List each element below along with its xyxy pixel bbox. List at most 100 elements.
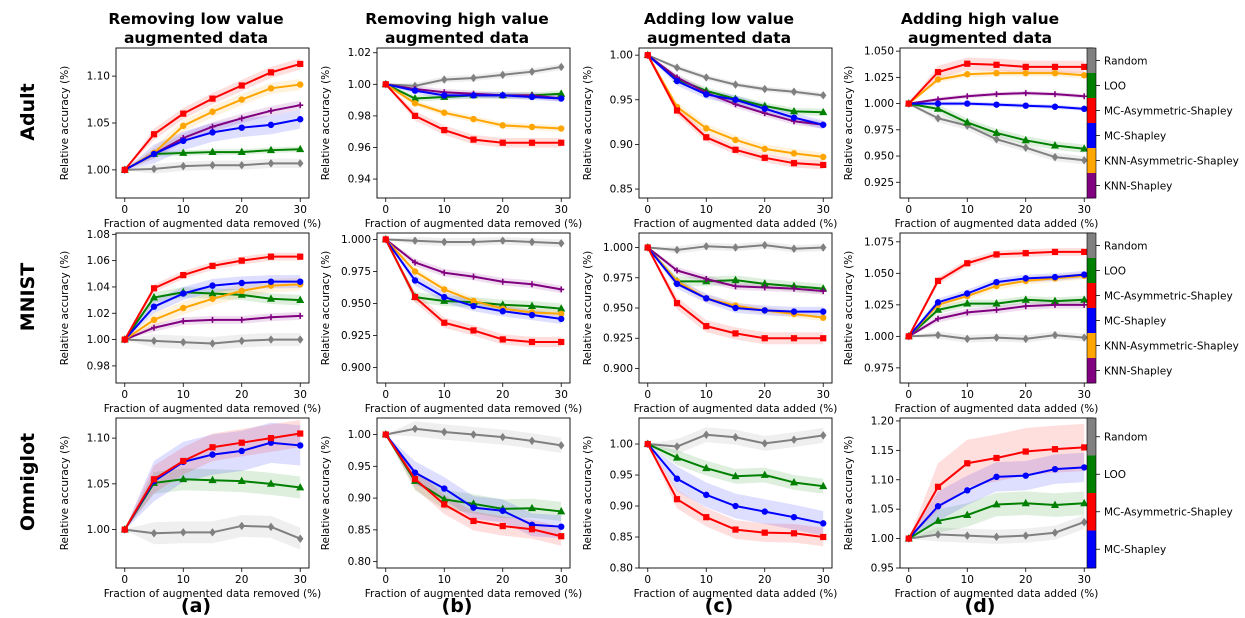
y-axis-label: Relative accuracy (%) — [582, 66, 594, 181]
y-tick-label: 1.06 — [87, 255, 111, 267]
data-point — [644, 244, 651, 251]
data-point — [992, 299, 1001, 307]
axes-frame — [376, 47, 571, 199]
series-random — [644, 50, 827, 100]
data-point — [528, 123, 536, 131]
data-point — [382, 81, 389, 88]
plot-area — [643, 427, 828, 547]
y-tick-label: 1.050 — [864, 268, 894, 280]
band-loo — [647, 443, 824, 494]
data-point — [1080, 144, 1089, 152]
x-tick-label: 20 — [1019, 389, 1032, 401]
legend-label-knn-asymmetric-shapley: KNN-Asymmetric-Shapley — [1104, 340, 1239, 352]
y-tick-label: 0.95 — [610, 470, 633, 482]
data-point — [1022, 334, 1029, 344]
data-point — [1051, 465, 1059, 473]
data-point — [790, 160, 798, 167]
data-point — [1081, 63, 1088, 70]
data-point — [963, 299, 972, 307]
titles-layer: Removing low value augmented data Removi… — [17, 10, 1059, 617]
x-tick-label: 30 — [817, 204, 830, 216]
data-point — [441, 485, 448, 492]
series-random — [382, 424, 565, 450]
data-point — [934, 100, 942, 107]
y-tick-label: 0.80 — [348, 556, 371, 568]
data-point — [470, 73, 477, 83]
data-point — [964, 60, 971, 67]
legend-row-2: Random LOO MC-Asymmetric-Shapley MC-Shapley… — [1086, 232, 1239, 384]
y-axis-label: Relative accuracy (%) — [843, 251, 855, 366]
data-point — [820, 533, 827, 541]
series-mc-asymmetric-shapley — [644, 52, 827, 169]
data-point — [964, 100, 971, 107]
data-point — [964, 71, 971, 78]
x-tick-label: 20 — [1019, 574, 1032, 586]
data-point — [296, 335, 304, 344]
data-point — [209, 129, 216, 136]
data-point — [180, 337, 187, 347]
data-point — [993, 333, 1000, 342]
y-tick-label: 0.90 — [610, 139, 633, 151]
subplot-r2-c4: 0 10 20 30 0.975 1.000 1.025 1.050 1.075 Fraction… — [843, 232, 1098, 415]
y-tick-label: 1.00 — [871, 533, 894, 545]
data-point — [557, 441, 565, 450]
data-point — [558, 310, 565, 317]
x-tick-label: 30 — [817, 574, 830, 586]
subplot-r1-c1: 0 10 20 30 1.00 1.05 1.10 Fraction of augmented… — [59, 47, 321, 230]
data-point — [267, 69, 275, 76]
x-tick-label: 30 — [817, 389, 830, 401]
legend-frame — [1086, 47, 1097, 199]
data-point — [209, 262, 216, 269]
data-point — [208, 475, 217, 484]
data-point — [209, 451, 216, 458]
legends-layer: Random LOO MC-Asymmetric-Shapley MC-Shapley… — [1086, 47, 1239, 569]
x-tick-label: 30 — [1078, 389, 1091, 401]
data-point — [470, 517, 477, 525]
x-tick-label: 20 — [758, 389, 771, 401]
data-point — [1021, 498, 1030, 507]
x-tick-label: 0 — [382, 204, 389, 216]
data-point — [820, 335, 827, 342]
data-point — [499, 139, 506, 146]
data-point — [732, 330, 739, 337]
data-point — [441, 269, 448, 276]
y-tick-label: 0.975 — [603, 272, 633, 284]
band-mc-shapley — [647, 443, 824, 536]
data-point — [121, 166, 128, 173]
data-point — [935, 315, 942, 322]
x-tick-label: 0 — [644, 204, 651, 216]
data-point — [1081, 93, 1088, 100]
data-point — [267, 107, 274, 114]
data-point — [150, 336, 158, 346]
data-point — [209, 316, 216, 323]
y-axis-label: Relative accuracy (%) — [843, 66, 855, 181]
legend-swatch-mc-asymmetric-shapley — [1087, 283, 1096, 309]
band-knn-asymmetric-shapley — [908, 70, 1085, 105]
series-random — [121, 335, 304, 348]
data-point — [993, 69, 1000, 77]
data-point — [296, 159, 304, 168]
data-point — [528, 281, 535, 288]
data-point — [820, 314, 827, 321]
legend-swatch-mc-shapley — [1087, 530, 1096, 569]
data-point — [993, 473, 1000, 481]
y-tick-label: 0.950 — [603, 303, 633, 315]
data-point — [1051, 91, 1058, 98]
data-point — [297, 430, 304, 437]
data-point — [411, 112, 419, 119]
band-loo — [124, 146, 301, 171]
data-point — [180, 457, 187, 465]
series-mc-shapley — [121, 278, 304, 343]
y-tick-label: 1.000 — [341, 234, 371, 246]
series-knn-shapley — [382, 236, 565, 293]
data-point — [1051, 528, 1059, 537]
data-point — [934, 330, 942, 340]
data-point — [933, 516, 943, 524]
y-tick-label: 0.80 — [610, 563, 633, 575]
data-point — [411, 100, 419, 107]
data-point — [993, 61, 1000, 68]
y-axis-label: Relative accuracy (%) — [59, 66, 71, 181]
legend-label-random: Random — [1104, 55, 1147, 67]
y-tick-label: 0.950 — [864, 151, 894, 163]
